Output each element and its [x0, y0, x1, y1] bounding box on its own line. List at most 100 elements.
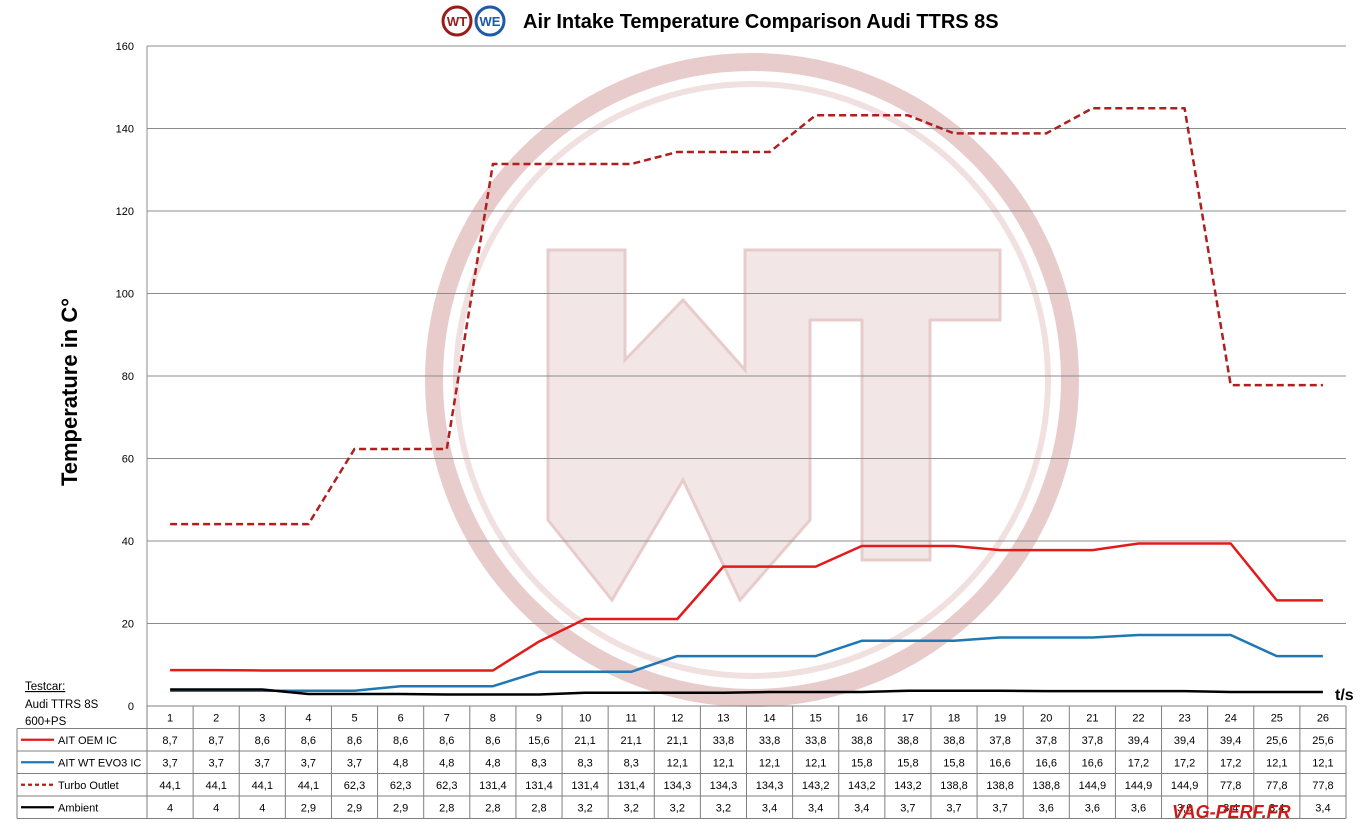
data-cell: 4: [213, 802, 219, 814]
data-cell: 21,1: [574, 735, 595, 747]
data-cell: 62,3: [344, 780, 365, 792]
data-cell: 138,8: [986, 780, 1014, 792]
data-cell: 17,2: [1174, 757, 1195, 769]
data-cell: 144,9: [1125, 780, 1153, 792]
data-cell: 4,8: [485, 757, 500, 769]
x-tick-label: 20: [1040, 712, 1052, 724]
x-tick-label: 12: [671, 712, 683, 724]
x-tick-label: 15: [810, 712, 822, 724]
legend-label-0: AIT OEM IC: [58, 735, 117, 747]
data-cell: 21,1: [667, 735, 688, 747]
data-cell: 143,2: [894, 780, 922, 792]
we-logo-text: WE: [480, 14, 501, 29]
legend-label-3: Ambient: [58, 802, 98, 814]
series-line-2: [170, 107, 1323, 526]
data-cell: 77,8: [1266, 780, 1287, 792]
data-cell: 37,8: [989, 735, 1010, 747]
legend-label-2: Turbo Outlet: [58, 780, 119, 792]
watermark-text: VAG-PERF.FR: [1172, 802, 1291, 822]
x-tick-label: 2: [213, 712, 219, 724]
y-tick-label: 20: [122, 619, 134, 631]
data-cell: 144,9: [1171, 780, 1199, 792]
data-cell: 62,3: [436, 780, 457, 792]
data-cell: 2,8: [439, 802, 454, 814]
data-cell: 3,4: [762, 802, 777, 814]
series-line-0: [170, 542, 1323, 672]
x-tick-label: 14: [763, 712, 775, 724]
data-cell: 4: [259, 802, 265, 814]
data-cell: 143,2: [802, 780, 830, 792]
y-tick-label: 60: [122, 454, 134, 466]
data-cell: 2,8: [531, 802, 546, 814]
x-tick-label: 6: [398, 712, 404, 724]
data-cell: 2,9: [393, 802, 408, 814]
data-cell: 38,8: [943, 735, 964, 747]
y-tick-label: 0: [128, 701, 134, 713]
data-cell: 8,7: [162, 735, 177, 747]
data-cell: 3,6: [1085, 802, 1100, 814]
data-cell: 138,8: [940, 780, 968, 792]
data-cell: 134,3: [756, 780, 784, 792]
data-cell: 15,8: [897, 757, 918, 769]
data-cell: 8,6: [347, 735, 362, 747]
x-tick-label: 5: [351, 712, 357, 724]
data-cell: 131,4: [571, 780, 599, 792]
data-cell: 8,6: [255, 735, 270, 747]
x-tick-label: 7: [444, 712, 450, 724]
series-layer: [170, 107, 1323, 696]
data-cell: 3,7: [209, 757, 224, 769]
x-tick-label: 26: [1317, 712, 1329, 724]
data-cell: 134,3: [710, 780, 738, 792]
data-cell: 3,6: [1177, 802, 1192, 814]
data-cell: 3,4: [808, 802, 823, 814]
data-cell: 17,2: [1128, 757, 1149, 769]
data-cell: 12,1: [713, 757, 734, 769]
y-tick-label: 160: [116, 41, 134, 53]
data-cell: 131,4: [525, 780, 553, 792]
x-tick-label: 16: [856, 712, 868, 724]
data-cell: 44,1: [205, 780, 226, 792]
data-cell: 39,4: [1128, 735, 1149, 747]
data-cell: 3,4: [854, 802, 869, 814]
data-cell: 3,7: [900, 802, 915, 814]
data-cell: 12,1: [1266, 757, 1287, 769]
x-tick-label: 23: [1178, 712, 1190, 724]
data-cell: 8,6: [439, 735, 454, 747]
data-cell: 62,3: [390, 780, 411, 792]
watermark-inner-ring: [453, 81, 1051, 679]
data-cell: 4,8: [393, 757, 408, 769]
x-tick-label: 25: [1271, 712, 1283, 724]
data-cell: 134,3: [664, 780, 692, 792]
x-tick-label: 1: [167, 712, 173, 724]
x-tick-label: 3: [259, 712, 265, 724]
data-cell: 15,8: [851, 757, 872, 769]
x-tick-label: 13: [717, 712, 729, 724]
x-tick-label: 11: [626, 712, 637, 724]
data-cell: 3,7: [992, 802, 1007, 814]
data-cell: 17,2: [1220, 757, 1241, 769]
data-cell: 2,8: [485, 802, 500, 814]
testcar-heading: Testcar:: [25, 681, 65, 693]
y-ticks: 0 20 40 60 80 100 120 140 160: [116, 41, 134, 713]
data-cell: 8,6: [393, 735, 408, 747]
data-cell: 131,4: [617, 780, 645, 792]
we-logo: WE: [474, 5, 506, 37]
grid: [147, 45, 1346, 624]
y-tick-label: 40: [122, 536, 134, 548]
data-cell: 12,1: [759, 757, 780, 769]
data-cell: 16,6: [989, 757, 1010, 769]
wt-logo: WT: [441, 5, 473, 37]
data-cell: 44,1: [298, 780, 319, 792]
y-tick-label: 100: [116, 289, 134, 301]
series-line-3: [170, 688, 1323, 696]
x-tick-label: 21: [1086, 712, 1098, 724]
x-axis-unit: t/s: [1335, 687, 1354, 704]
data-cell: 33,8: [713, 735, 734, 747]
data-cell: 15,6: [528, 735, 549, 747]
testcar-model: Audi TTRS 8S: [25, 699, 99, 711]
chart-title: Air Intake Temperature Comparison Audi T…: [523, 11, 999, 33]
series-line-1: [170, 633, 1323, 692]
data-cell: 77,8: [1312, 780, 1333, 792]
data-cell: 3,7: [162, 757, 177, 769]
data-cell: 131,4: [479, 780, 507, 792]
